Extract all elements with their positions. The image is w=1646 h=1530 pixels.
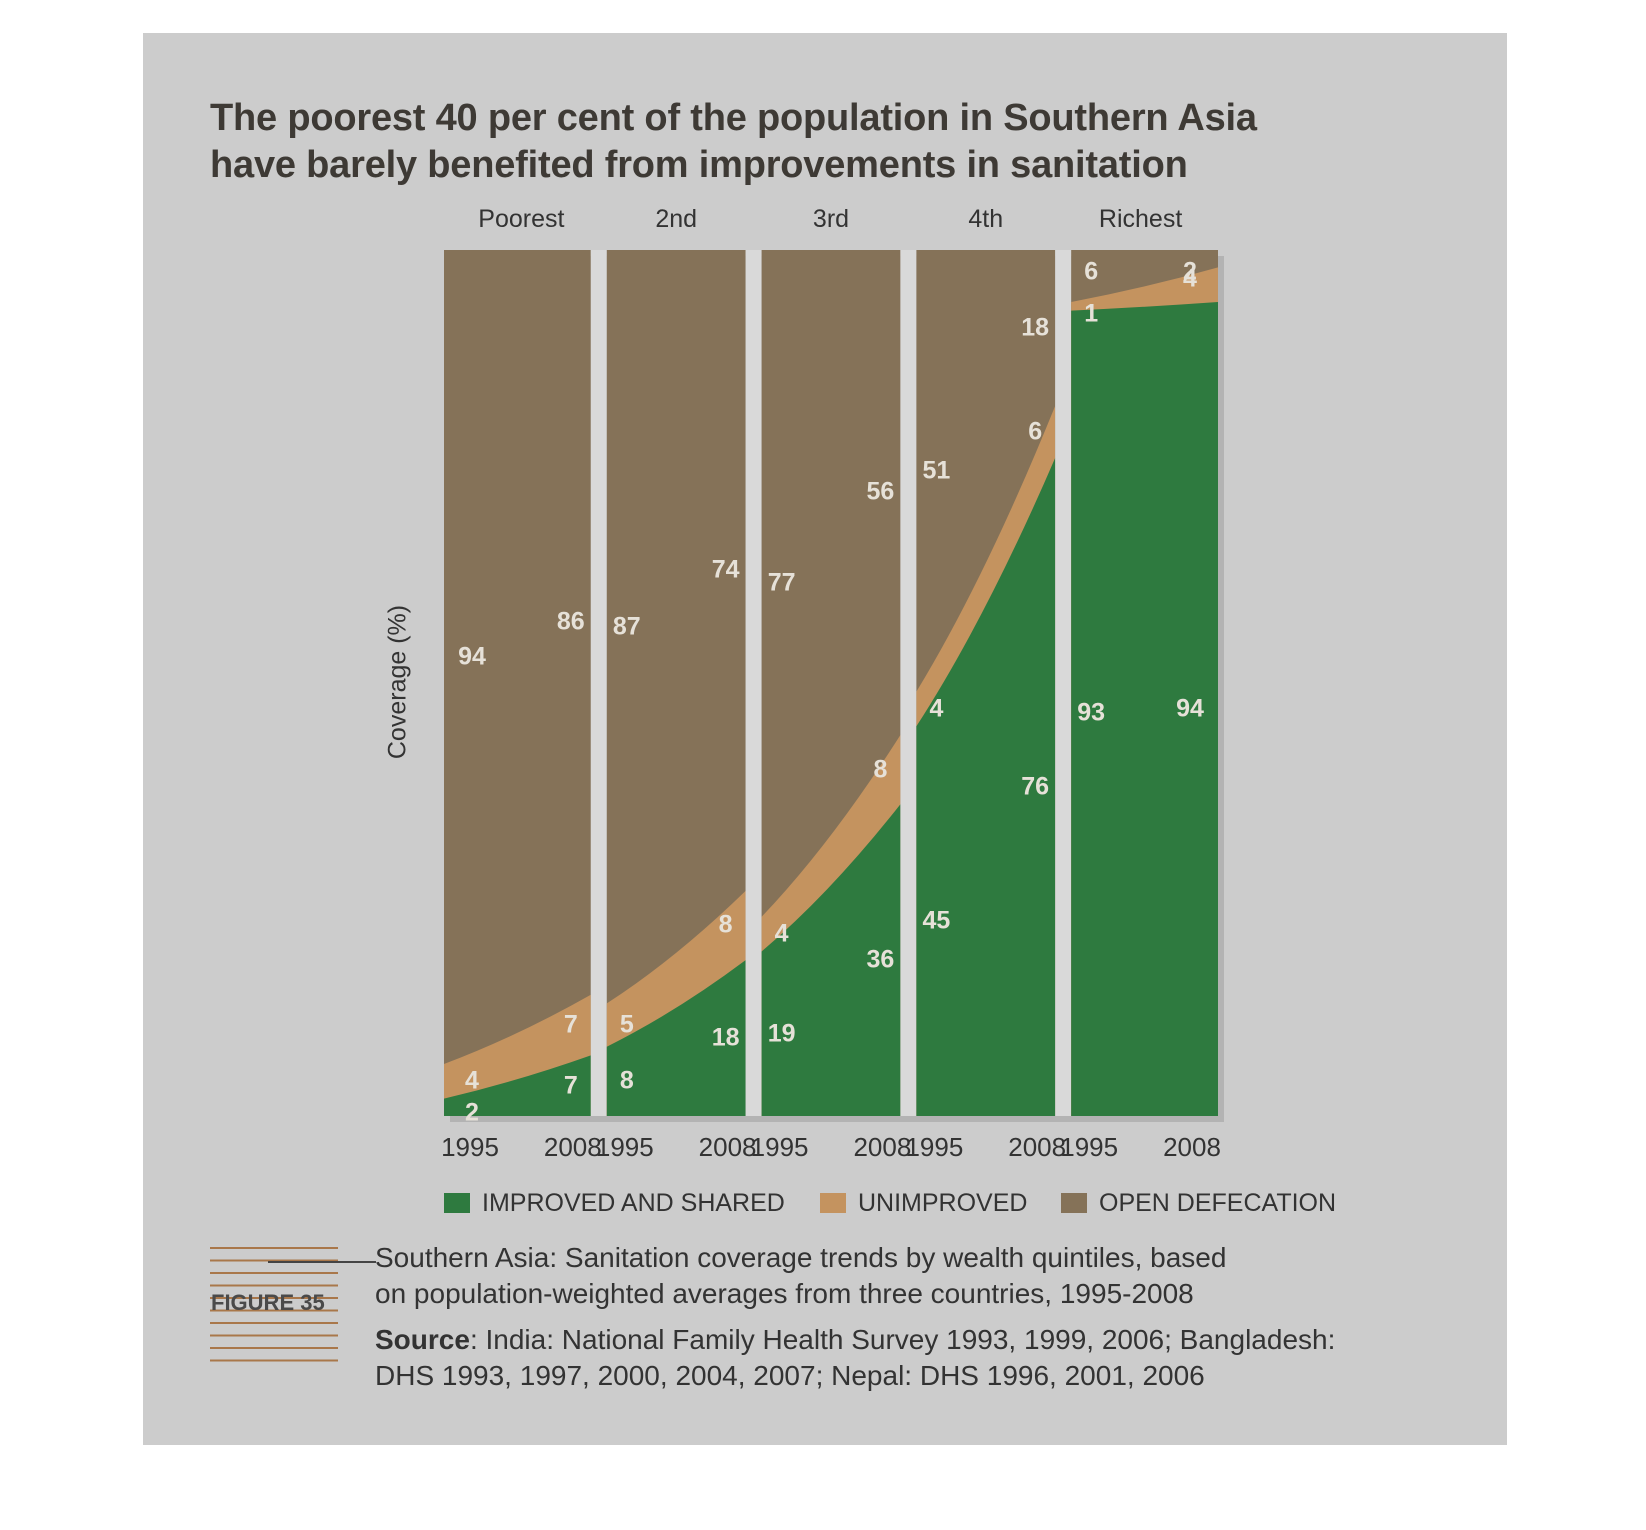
open-defecation-value-label: 94 xyxy=(458,642,486,671)
improved-area xyxy=(444,1055,591,1116)
year-tick-label: 2008 xyxy=(1008,1132,1067,1162)
caption-line-1: Southern Asia: Sanitation coverage trend… xyxy=(375,1242,1227,1273)
open-defecation-value-label: 86 xyxy=(556,607,585,636)
unimproved-value-label: 4 xyxy=(1183,264,1197,293)
improved-value-label: 19 xyxy=(767,1019,796,1048)
quintile-label: Poorest xyxy=(478,205,565,233)
year-tick-label: 1995 xyxy=(1060,1132,1119,1162)
quintile-separator xyxy=(745,250,762,1116)
improved-area xyxy=(916,457,1056,1117)
improved-value-label: 93 xyxy=(1077,698,1106,727)
unimproved-value-label: 5 xyxy=(619,1010,634,1039)
improved-value-label: 7 xyxy=(563,1071,578,1100)
legend-label: OPEN DEFECATION xyxy=(1099,1188,1337,1217)
figure-number: FIGURE 35 xyxy=(211,1290,325,1315)
unimproved-value-label: 4 xyxy=(465,1066,479,1095)
quintile-separator xyxy=(590,250,607,1116)
legend-item: OPEN DEFECATION xyxy=(1061,1188,1336,1218)
source-label: Source xyxy=(375,1324,470,1355)
improved-value-label: 2 xyxy=(465,1098,479,1127)
legend-label: IMPROVED AND SHARED xyxy=(482,1188,785,1217)
legend-label: UNIMPROVED xyxy=(858,1188,1028,1217)
chart-title-line-2: have barely benefited from improvements … xyxy=(210,144,1188,186)
legend-item: IMPROVED AND SHARED xyxy=(444,1188,785,1218)
year-tick-label: 1995 xyxy=(750,1132,809,1162)
chart-title-line-1: The poorest 40 per cent of the populatio… xyxy=(210,97,1257,139)
year-tick-label: 1995 xyxy=(441,1132,499,1162)
legend-swatch xyxy=(820,1193,846,1213)
source-line-2: DHS 1993, 1997, 2000, 2004, 2007; Nepal:… xyxy=(375,1360,1205,1391)
unimproved-value-label: 8 xyxy=(718,910,733,939)
improved-area xyxy=(761,804,901,1116)
improved-area xyxy=(1071,301,1218,1117)
legend-item: UNIMPROVED xyxy=(820,1188,1027,1218)
improved-value-label: 8 xyxy=(619,1066,634,1095)
unimproved-value-label: 8 xyxy=(873,755,888,784)
caption-line-2: on population-weighted averages from thr… xyxy=(375,1278,1194,1309)
source-line-1: Source: India: National Family Health Su… xyxy=(375,1324,1335,1356)
improved-value-label: 94 xyxy=(1176,694,1204,723)
unimproved-value-label: 6 xyxy=(1028,417,1043,446)
year-tick-label: 1995 xyxy=(595,1132,654,1162)
quintile-separator xyxy=(900,250,917,1116)
legend-swatch xyxy=(1061,1193,1087,1213)
open-defecation-value-label: 87 xyxy=(612,612,641,641)
open-defecation-value-label: 6 xyxy=(1084,257,1099,286)
unimproved-value-label: 4 xyxy=(929,694,944,723)
unimproved-value-label: 7 xyxy=(563,1010,578,1039)
open-defecation-value-label: 2 xyxy=(1183,257,1197,286)
y-axis-label: Coverage (%) xyxy=(383,604,412,760)
improved-value-label: 76 xyxy=(1021,772,1050,801)
year-tick-label: 2008 xyxy=(543,1132,602,1162)
improved-value-label: 36 xyxy=(866,945,895,974)
source-text-1: : India: National Family Health Survey 1… xyxy=(469,1324,1336,1355)
year-tick-label: 2008 xyxy=(853,1132,912,1162)
open-defecation-value-label: 18 xyxy=(1021,313,1050,342)
legend-swatch xyxy=(444,1193,470,1213)
improved-value-label: 18 xyxy=(711,1023,740,1052)
open-defecation-value-label: 74 xyxy=(711,555,740,584)
quintile-label: 2nd xyxy=(655,205,698,233)
quintile-label: 3rd xyxy=(812,205,850,233)
quintile-label: 4th xyxy=(968,205,1004,233)
open-defecation-value-label: 77 xyxy=(767,568,796,597)
open-defecation-area xyxy=(444,250,591,1116)
open-defecation-value-label: 56 xyxy=(866,477,895,506)
unimproved-value-label: 1 xyxy=(1084,299,1099,328)
year-tick-label: 1995 xyxy=(905,1132,964,1162)
improved-area xyxy=(606,960,746,1116)
open-defecation-value-label: 51 xyxy=(922,456,951,485)
year-tick-label: 2008 xyxy=(698,1132,757,1162)
improved-value-label: 45 xyxy=(922,906,951,935)
quintile-separator xyxy=(1055,250,1072,1116)
quintile-label: Richest xyxy=(1098,205,1183,233)
unimproved-value-label: 4 xyxy=(774,919,789,948)
year-tick-label: 2008 xyxy=(1163,1132,1221,1162)
